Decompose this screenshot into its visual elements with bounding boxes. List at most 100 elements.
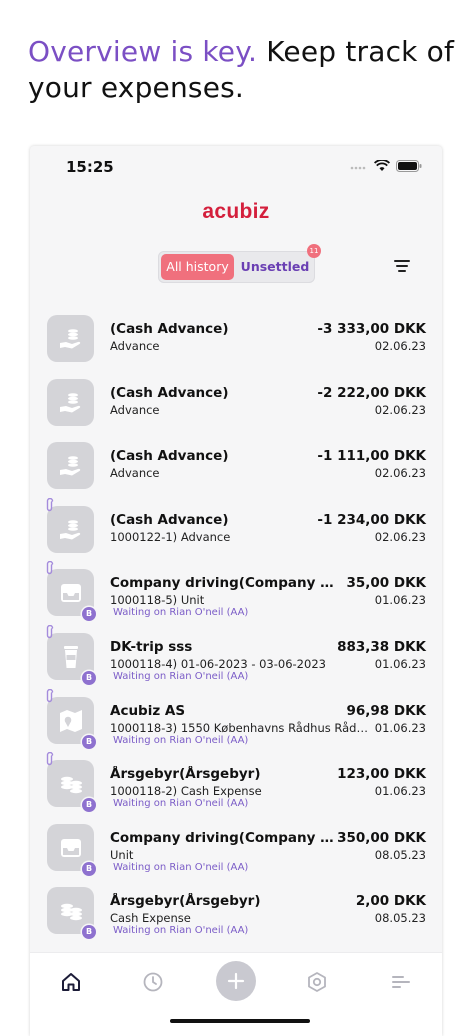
nav-home[interactable] bbox=[56, 967, 86, 997]
expense-date: 02.06.23 bbox=[374, 339, 426, 353]
expense-row[interactable]: B Årsgebyr(Årsgebyr) 1000118-2) Cash Expen… bbox=[30, 751, 442, 816]
expense-date: 01.06.23 bbox=[374, 593, 426, 607]
cash-advance-icon bbox=[56, 515, 86, 545]
expense-amount: -1 234,00 DKK bbox=[317, 512, 426, 528]
paperclip-icon bbox=[45, 497, 54, 516]
owner-badge: B bbox=[82, 735, 96, 749]
expense-date: 01.06.23 bbox=[374, 784, 426, 798]
expense-date: 02.06.23 bbox=[374, 530, 426, 544]
expense-title: (Cash Advance) bbox=[110, 512, 229, 528]
map-icon bbox=[56, 706, 86, 736]
expense-subtitle: 1000118-2) Cash Expense bbox=[110, 784, 262, 798]
expense-subtitle: Cash Expense bbox=[110, 911, 191, 925]
expense-thumbnail bbox=[47, 442, 94, 489]
expense-row[interactable]: (Cash Advance) Advance -2 222,00 DKK 02.06.… bbox=[30, 375, 442, 435]
paperclip-icon bbox=[45, 624, 54, 643]
status-bar: 15:25 bbox=[30, 146, 442, 190]
signal-icon bbox=[350, 166, 366, 170]
coffee-cup-icon bbox=[56, 642, 86, 672]
expense-subtitle: 1000122-1) Advance bbox=[110, 530, 231, 544]
expense-subtitle: 1000118-4) 01-06-2023 - 03-06-2023 bbox=[110, 657, 326, 671]
nav-add-button[interactable] bbox=[216, 961, 256, 1001]
paperclip-icon bbox=[45, 560, 54, 579]
unsettled-count-badge: 11 bbox=[307, 244, 321, 258]
approval-status: Waiting on Rian O'neil (AA) bbox=[113, 735, 249, 746]
inbox-icon bbox=[56, 578, 86, 608]
headline-rest: Keep track of your expenses. bbox=[28, 35, 455, 104]
coins-icon bbox=[56, 896, 86, 926]
menu-icon bbox=[392, 976, 410, 988]
owner-badge: B bbox=[82, 671, 96, 685]
expense-title: Årsgebyr(Årsgebyr) bbox=[110, 766, 261, 782]
expense-title: Company driving(Company driving) bbox=[110, 830, 334, 846]
cash-advance-icon bbox=[56, 451, 86, 481]
expense-amount: 350,00 DKK bbox=[337, 830, 426, 846]
expense-row[interactable]: B Company driving(Company driving) 1000118… bbox=[30, 560, 442, 625]
nav-history[interactable] bbox=[138, 967, 168, 997]
expense-amount: -2 222,00 DKK bbox=[317, 385, 426, 401]
expense-title: (Cash Advance) bbox=[110, 321, 229, 337]
expense-title: Acubiz AS bbox=[110, 703, 186, 719]
expense-date: 01.06.23 bbox=[374, 721, 426, 735]
expense-date: 02.06.23 bbox=[374, 403, 426, 417]
expense-amount: 2,00 DKK bbox=[355, 893, 426, 909]
expense-date: 08.05.23 bbox=[374, 848, 426, 862]
wifi-icon bbox=[374, 160, 390, 171]
expense-title: Company driving(Company driving) bbox=[110, 575, 334, 591]
clock-icon bbox=[143, 972, 163, 992]
nav-settings[interactable] bbox=[302, 967, 332, 997]
history-segmented-control: All history Unsettled bbox=[158, 251, 315, 283]
expense-amount: 35,00 DKK bbox=[346, 575, 426, 591]
expense-amount: 96,98 DKK bbox=[346, 703, 426, 719]
owner-badge: B bbox=[82, 798, 96, 812]
expense-thumbnail bbox=[47, 824, 94, 871]
expense-row[interactable]: (Cash Advance) Advance -3 333,00 DKK 02.06.… bbox=[30, 311, 442, 371]
paperclip-icon bbox=[45, 751, 54, 770]
owner-badge: B bbox=[82, 925, 96, 939]
owner-badge: B bbox=[82, 862, 96, 876]
expense-thumbnail bbox=[47, 315, 94, 362]
approval-status: Waiting on Rian O'neil (AA) bbox=[113, 798, 249, 809]
expense-subtitle: Advance bbox=[110, 403, 160, 417]
expense-thumbnail bbox=[47, 379, 94, 426]
filter-icon bbox=[394, 260, 410, 272]
expense-subtitle: 1000118-3) 1550 Københavns Rådhus Rådhus… bbox=[110, 721, 372, 735]
inbox-icon bbox=[56, 833, 86, 863]
acubiz-logo: acubiz bbox=[202, 200, 270, 223]
tab-all-history[interactable]: All history bbox=[161, 254, 234, 280]
expense-amount: 883,38 DKK bbox=[337, 639, 426, 655]
filter-button[interactable] bbox=[393, 258, 411, 277]
headline: Overview is key. Keep track of your expe… bbox=[28, 34, 458, 106]
expense-amount: -1 111,00 DKK bbox=[317, 448, 426, 464]
approval-status: Waiting on Rian O'neil (AA) bbox=[113, 607, 249, 618]
expense-row[interactable]: B Acubiz AS 1000118-3) 1550 Københavns Råd… bbox=[30, 688, 442, 753]
expense-date: 08.05.23 bbox=[374, 911, 426, 925]
home-icon bbox=[62, 973, 80, 991]
approval-status: Waiting on Rian O'neil (AA) bbox=[113, 862, 249, 873]
expense-thumbnail bbox=[47, 506, 94, 553]
nav-menu[interactable] bbox=[386, 967, 416, 997]
coins-icon bbox=[56, 769, 86, 799]
battery-icon bbox=[396, 160, 422, 172]
bottom-tab-bar bbox=[30, 952, 442, 1036]
settings-hexagon-icon bbox=[308, 972, 326, 992]
expense-subtitle: Advance bbox=[110, 339, 160, 353]
headline-accent: Overview is key. bbox=[28, 35, 258, 68]
expense-title: (Cash Advance) bbox=[110, 385, 229, 401]
cash-advance-icon bbox=[56, 388, 86, 418]
expense-title: (Cash Advance) bbox=[110, 448, 229, 464]
tab-unsettled[interactable]: Unsettled bbox=[240, 259, 310, 274]
expense-row[interactable]: B Company driving(Company driving) Unit 350… bbox=[30, 820, 442, 880]
expense-date: 01.06.23 bbox=[374, 657, 426, 671]
expense-subtitle: 1000118-5) Unit bbox=[110, 593, 205, 607]
expense-title: Årsgebyr(Årsgebyr) bbox=[110, 893, 261, 909]
expense-row[interactable]: (Cash Advance) Advance -1 111,00 DKK 02.06.… bbox=[30, 438, 442, 498]
status-time: 15:25 bbox=[66, 158, 114, 176]
expense-row[interactable]: (Cash Advance) 1000122-1) Advance -1 234,0… bbox=[30, 497, 442, 562]
expense-title: DK-trip sss bbox=[110, 639, 193, 655]
expense-amount: 123,00 DKK bbox=[337, 766, 426, 782]
status-icons bbox=[350, 160, 422, 172]
expense-amount: -3 333,00 DKK bbox=[317, 321, 426, 337]
expense-row[interactable]: B DK-trip sss 1000118-4) 01-06-2023 - 03-0… bbox=[30, 624, 442, 689]
expense-row[interactable]: B Årsgebyr(Årsgebyr) Cash Expense 2,00 DKK 0… bbox=[30, 883, 442, 943]
